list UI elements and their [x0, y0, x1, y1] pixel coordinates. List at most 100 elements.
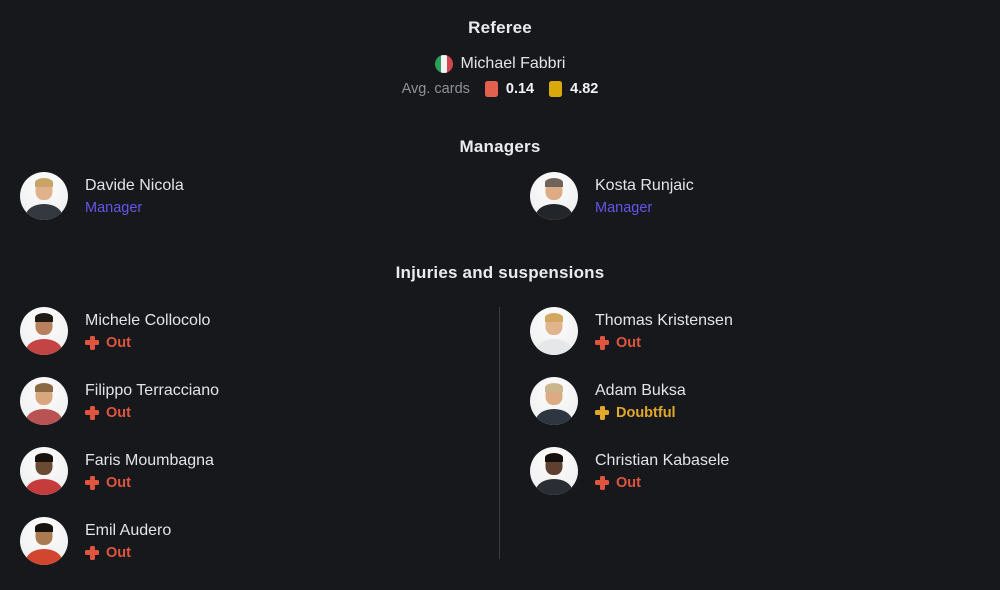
manager-avatar	[530, 172, 578, 220]
player-status-label: Out	[106, 334, 131, 351]
player-avatar	[20, 517, 68, 565]
managers-section: Managers Davide Nicola Manager	[0, 136, 1000, 220]
player-name: Thomas Kristensen	[595, 311, 733, 329]
referee-section-title: Referee	[468, 18, 532, 37]
avatar-hair	[35, 313, 53, 322]
player-info: Emil Audero Out	[85, 521, 171, 562]
player-avatar	[530, 377, 578, 425]
player-info: Adam Buksa Doubtful	[595, 381, 686, 422]
player-status-label: Out	[616, 334, 641, 351]
referee-name: Michael Fabbri	[460, 55, 566, 72]
away-manager-cell: Kosta Runjaic Manager	[500, 172, 1000, 220]
yellow-card-icon	[549, 81, 563, 97]
player-row[interactable]: Filippo Terracciano Out	[20, 377, 500, 425]
avatar-hair	[545, 313, 563, 322]
player-status: Out	[595, 474, 729, 492]
italy-flag-icon	[434, 55, 453, 73]
player-avatar	[20, 377, 68, 425]
avatar-body	[536, 479, 572, 495]
referee-row[interactable]: Michael Fabbri	[0, 53, 1000, 75]
player-status: Doubtful	[595, 404, 686, 422]
avg-cards-label: Avg. cards	[401, 81, 470, 97]
player-status: Out	[85, 474, 214, 492]
manager-row[interactable]: Davide Nicola Manager	[20, 172, 500, 220]
injury-cross-icon	[595, 335, 609, 350]
injury-cross-icon	[595, 475, 609, 490]
manager-role[interactable]: Manager	[85, 199, 143, 216]
player-avatar	[20, 447, 68, 495]
away-injuries-column: Thomas Kristensen Out Adam Buks	[500, 307, 1000, 565]
avatar-hair	[545, 453, 563, 462]
injury-cross-icon	[595, 405, 609, 420]
avatar-hair	[35, 453, 53, 462]
avatar-hair	[545, 383, 563, 392]
player-name: Emil Audero	[85, 521, 172, 539]
player-status-label: Doubtful	[616, 404, 676, 421]
player-info: Faris Moumbagna Out	[85, 451, 214, 492]
referee-section: Referee Michael Fabbri Avg. cards 0.14 4…	[0, 17, 1000, 98]
home-injuries-column: Michele Collocolo Out Filippo T	[0, 307, 500, 565]
player-name: Filippo Terracciano	[85, 381, 219, 399]
avatar-body	[26, 204, 62, 220]
player-info: Filippo Terracciano Out	[85, 381, 219, 422]
yellow-cards-average: 4.82	[570, 81, 599, 97]
player-name: Faris Moumbagna	[85, 451, 214, 469]
manager-avatar	[20, 172, 68, 220]
column-divider	[499, 307, 500, 559]
manager-name: Kosta Runjaic	[595, 176, 694, 194]
avatar-body	[536, 204, 572, 220]
red-cards-average: 0.14	[505, 81, 535, 97]
player-row[interactable]: Thomas Kristensen Out	[530, 307, 1000, 355]
manager-row[interactable]: Kosta Runjaic Manager	[530, 172, 1000, 220]
player-info: Christian Kabasele Out	[595, 451, 729, 492]
player-status: Out	[85, 334, 210, 352]
home-manager-cell: Davide Nicola Manager	[0, 172, 500, 220]
injuries-section: Injuries and suspensions Michele Colloco…	[0, 262, 1000, 565]
player-status: Out	[595, 334, 733, 352]
player-status-label: Out	[616, 474, 641, 491]
player-info: Thomas Kristensen Out	[595, 311, 733, 352]
avatar-body	[26, 479, 62, 495]
managers-grid: Davide Nicola Manager Kosta Runjaic Mana…	[0, 172, 1000, 220]
player-row[interactable]: Christian Kabasele Out	[530, 447, 1000, 495]
player-row[interactable]: Adam Buksa Doubtful	[530, 377, 1000, 425]
manager-info: Davide Nicola Manager	[85, 176, 184, 217]
manager-info: Kosta Runjaic Manager	[595, 176, 694, 217]
injuries-section-title: Injuries and suspensions	[395, 263, 605, 282]
avatar-body	[26, 339, 62, 355]
manager-role[interactable]: Manager	[595, 199, 653, 216]
avatar-body	[536, 409, 572, 425]
player-status: Out	[85, 404, 219, 422]
avatar-hair	[35, 178, 53, 187]
avatar-hair	[35, 383, 53, 392]
player-avatar	[530, 447, 578, 495]
manager-name: Davide Nicola	[85, 176, 184, 194]
player-name: Michele Collocolo	[85, 311, 211, 329]
player-status-label: Out	[106, 474, 131, 491]
red-card-icon	[484, 81, 498, 97]
player-avatar	[530, 307, 578, 355]
player-status: Out	[85, 544, 171, 562]
avatar-body	[536, 339, 572, 355]
avatar-hair	[35, 523, 53, 532]
injury-cross-icon	[85, 335, 99, 350]
injury-cross-icon	[85, 405, 99, 420]
player-row[interactable]: Emil Audero Out	[20, 517, 500, 565]
player-info: Michele Collocolo Out	[85, 311, 210, 352]
player-name: Christian Kabasele	[595, 451, 730, 469]
injury-cross-icon	[85, 545, 99, 560]
player-row[interactable]: Faris Moumbagna Out	[20, 447, 500, 495]
player-status-label: Out	[106, 544, 131, 561]
avg-cards-row: Avg. cards 0.14 4.82	[0, 80, 1000, 98]
injuries-grid: Michele Collocolo Out Filippo T	[0, 307, 1000, 565]
player-avatar	[20, 307, 68, 355]
injury-cross-icon	[85, 475, 99, 490]
player-status-label: Out	[106, 404, 131, 421]
managers-section-title: Managers	[459, 137, 541, 156]
avatar-body	[26, 549, 62, 565]
avatar-body	[26, 409, 62, 425]
avatar-hair	[545, 178, 563, 187]
player-row[interactable]: Michele Collocolo Out	[20, 307, 500, 355]
player-name: Adam Buksa	[595, 381, 686, 399]
